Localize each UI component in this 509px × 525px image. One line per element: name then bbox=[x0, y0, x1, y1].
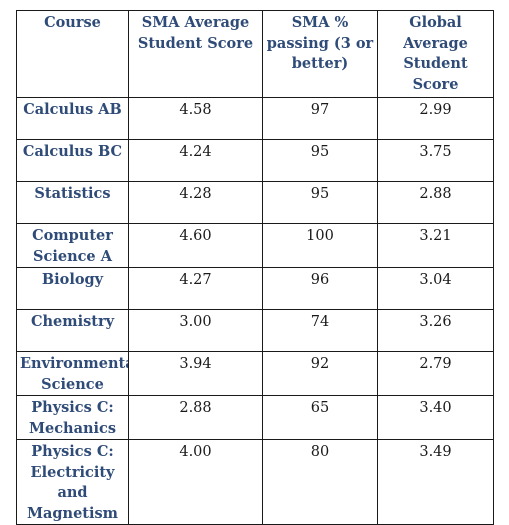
sma-passing-cell: 100 bbox=[262, 223, 378, 268]
course-cell: Calculus BC bbox=[16, 139, 129, 182]
table-row: Physics C: Electricity and Magnetism 4.0… bbox=[16, 439, 494, 525]
table-row: Chemistry 3.00 74 3.26 bbox=[16, 309, 494, 352]
table-row: Statistics 4.28 95 2.88 bbox=[16, 181, 494, 224]
course-cell: Physics C: Mechanics bbox=[16, 395, 129, 440]
sma-average-cell: 2.88 bbox=[128, 395, 263, 440]
table-row: Calculus BC 4.24 95 3.75 bbox=[16, 139, 494, 182]
ap-scores-table: Course SMA Average Student Score SMA % p… bbox=[16, 10, 494, 525]
course-cell: Statistics bbox=[16, 181, 129, 224]
sma-passing-cell: 74 bbox=[262, 309, 378, 352]
sma-average-cell: 4.00 bbox=[128, 439, 263, 525]
sma-passing-cell: 92 bbox=[262, 351, 378, 396]
course-cell: Environmental Science bbox=[16, 351, 129, 396]
sma-average-cell: 3.00 bbox=[128, 309, 263, 352]
sma-average-cell: 4.58 bbox=[128, 97, 263, 140]
table-row: Calculus AB 4.58 97 2.99 bbox=[16, 97, 494, 140]
header-global-average: Global Average Student Score bbox=[377, 10, 494, 98]
global-average-cell: 3.40 bbox=[377, 395, 494, 440]
header-sma-passing: SMA % passing (3 or better) bbox=[262, 10, 378, 98]
table-row: Biology 4.27 96 3.04 bbox=[16, 267, 494, 310]
global-average-cell: 3.04 bbox=[377, 267, 494, 310]
sma-passing-cell: 65 bbox=[262, 395, 378, 440]
table-row: Computer Science A 4.60 100 3.21 bbox=[16, 223, 494, 268]
header-row: Course SMA Average Student Score SMA % p… bbox=[16, 10, 494, 98]
sma-passing-cell: 95 bbox=[262, 181, 378, 224]
sma-average-cell: 4.27 bbox=[128, 267, 263, 310]
table-row: Environmental Science 3.94 92 2.79 bbox=[16, 351, 494, 396]
header-course: Course bbox=[16, 10, 129, 98]
global-average-cell: 3.26 bbox=[377, 309, 494, 352]
global-average-cell: 3.21 bbox=[377, 223, 494, 268]
course-cell: Physics C: Electricity and Magnetism bbox=[16, 439, 129, 525]
course-cell: Chemistry bbox=[16, 309, 129, 352]
course-cell: Computer Science A bbox=[16, 223, 129, 268]
course-cell: Biology bbox=[16, 267, 129, 310]
sma-average-cell: 4.60 bbox=[128, 223, 263, 268]
header-sma-average: SMA Average Student Score bbox=[128, 10, 263, 98]
sma-average-cell: 3.94 bbox=[128, 351, 263, 396]
global-average-cell: 2.79 bbox=[377, 351, 494, 396]
course-cell: Calculus AB bbox=[16, 97, 129, 140]
global-average-cell: 3.75 bbox=[377, 139, 494, 182]
sma-passing-cell: 96 bbox=[262, 267, 378, 310]
global-average-cell: 3.49 bbox=[377, 439, 494, 525]
sma-average-cell: 4.24 bbox=[128, 139, 263, 182]
sma-passing-cell: 97 bbox=[262, 97, 378, 140]
sma-passing-cell: 95 bbox=[262, 139, 378, 182]
sma-passing-cell: 80 bbox=[262, 439, 378, 525]
sma-average-cell: 4.28 bbox=[128, 181, 263, 224]
global-average-cell: 2.88 bbox=[377, 181, 494, 224]
table-row: Physics C: Mechanics 2.88 65 3.40 bbox=[16, 395, 494, 440]
global-average-cell: 2.99 bbox=[377, 97, 494, 140]
